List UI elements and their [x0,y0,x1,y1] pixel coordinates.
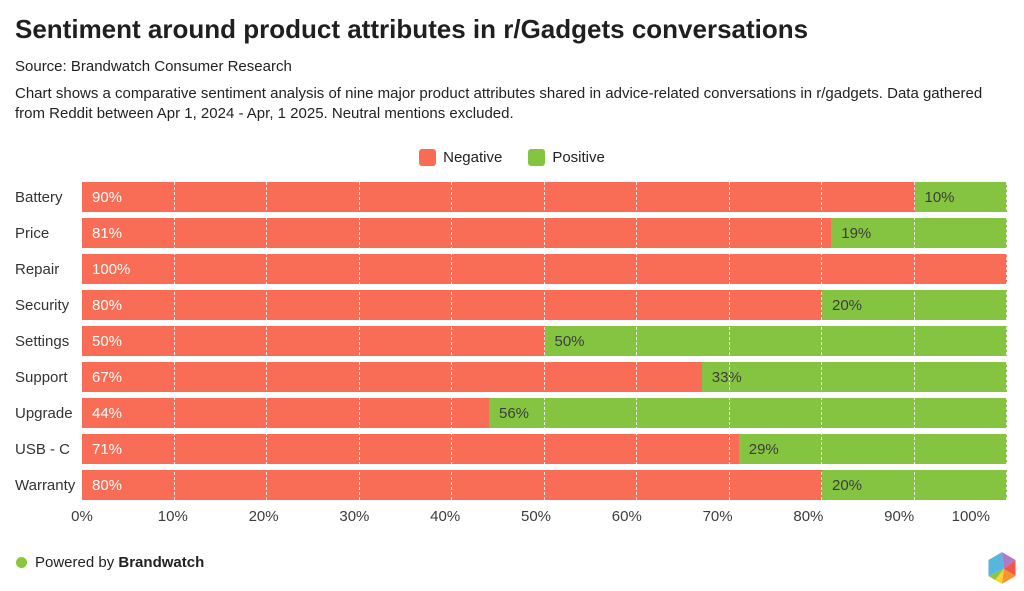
category-label: Support [15,368,68,386]
x-tick-70: 70% [702,508,733,525]
row-plot: 81% 19% [82,218,1007,248]
negative-segment: 81% [82,218,832,248]
positive-segment: 29% [738,434,1007,464]
segment-value-label: 20% [832,476,863,494]
positive-segment: 50% [544,326,1007,356]
legend-item-negative: Negative [419,149,502,166]
chart-page: Sentiment around product attributes in r… [0,14,1024,526]
category-label: Settings [15,332,70,350]
powered-by: Powered by Brandwatch [16,554,204,571]
segment-value-label: 44% [92,404,123,422]
segment-value-label: 80% [92,476,123,494]
x-tick-90: 90% [884,508,915,525]
legend-swatch-icon [419,149,437,166]
segment-value-label: 29% [748,440,779,458]
segment-value-label: 50% [554,332,585,350]
positive-segment: 19% [831,218,1007,248]
positive-segment: 20% [822,470,1007,500]
green-dot-icon [16,557,27,568]
negative-segment: 90% [82,182,915,212]
chart-description: Chart shows a comparative sentiment anal… [15,85,983,122]
brandwatch-logo-icon [988,552,1016,584]
negative-segment: 44% [82,398,489,428]
x-tick-40: 40% [430,508,461,525]
chart-row-security: Security 80% 20% [0,290,1007,320]
positive-segment: 56% [489,398,1007,428]
bar-chart: Battery 90% 10% Price 81% 19% Repair 100% Securi… [0,182,1024,526]
segment-value-label: 81% [92,224,123,242]
chart-row-support: Support 67% 33% [0,362,1007,392]
powered-by-text: Powered by Brandwatch [35,554,205,571]
source-line: Source: Brandwatch Consumer Research [15,58,292,75]
category-label: Price [15,224,50,242]
category-label: Security [15,296,70,314]
segment-value-label: 33% [711,368,742,386]
x-tick-50: 50% [520,508,552,525]
category-label: Upgrade [15,404,73,422]
segment-value-label: 100% [92,260,131,278]
segment-value-label: 67% [92,368,123,386]
legend-label: Negative [443,149,503,166]
row-plot: 50% 50% [82,326,1007,356]
chart-row-settings: Settings 50% 50% [0,326,1007,356]
segment-value-label: 20% [832,296,863,314]
row-plot: 80% 20% [82,290,1007,320]
category-label: USB - C [15,440,71,458]
segment-value-label: 80% [92,296,123,314]
x-tick-30: 30% [339,508,370,525]
row-plot: 67% 33% [82,362,1007,392]
chart-row-battery: Battery 90% 10% [0,182,1007,212]
brand-name: Brandwatch [118,554,205,571]
page-title: Sentiment around product attributes in r… [15,14,809,44]
chart-row-warranty: Warranty 80% 20% [0,470,1007,500]
chart-row-upgrade: Upgrade 44% 56% [0,398,1007,428]
segment-value-label: 71% [92,440,123,458]
negative-segment: 80% [82,470,822,500]
positive-segment: 10% [914,182,1007,212]
negative-segment: 71% [82,434,739,464]
legend-label: Positive [552,149,605,166]
x-tick-10: 10% [157,508,188,525]
negative-segment: 67% [82,362,702,392]
negative-segment: 100% [82,254,1007,284]
legend-swatch-icon [528,149,546,166]
chart-rows: Battery 90% 10% Price 81% 19% Repair 100% Securi… [0,182,1007,500]
legend-item-positive: Positive [528,149,605,166]
segment-value-label: 19% [841,224,872,242]
positive-segment: 33% [701,362,1007,392]
chart-legend: Negative Positive [0,149,1024,166]
row-plot: 80% 20% [82,470,1007,500]
x-tick-100: 100% [951,508,990,525]
x-tick-20: 20% [248,508,279,525]
category-label: Battery [15,188,63,206]
segment-value-label: 50% [92,332,123,350]
row-plot: 71% 29% [82,434,1007,464]
x-axis: 0% 10% 20% 30% 40% 50% 60% 70% 80% 90% 100% [71,508,990,526]
negative-segment: 80% [82,290,822,320]
chart-row-repair: Repair 100% [0,254,1007,284]
segment-value-label: 56% [499,404,530,422]
negative-segment: 50% [82,326,545,356]
x-tick-0: 0% [71,508,93,525]
chart-row-usb-c: USB - C 71% 29% [0,434,1007,464]
category-label: Repair [15,260,60,278]
category-label: Warranty [15,476,76,494]
positive-segment: 20% [822,290,1007,320]
row-plot: 44% 56% [82,398,1007,428]
x-tick-60: 60% [611,508,642,525]
segment-value-label: 90% [92,188,123,206]
x-tick-80: 80% [793,508,824,525]
row-plot: 100% [82,254,1007,284]
chart-row-price: Price 81% 19% [0,218,1007,248]
row-plot: 90% 10% [82,182,1007,212]
segment-value-label: 10% [924,188,955,206]
